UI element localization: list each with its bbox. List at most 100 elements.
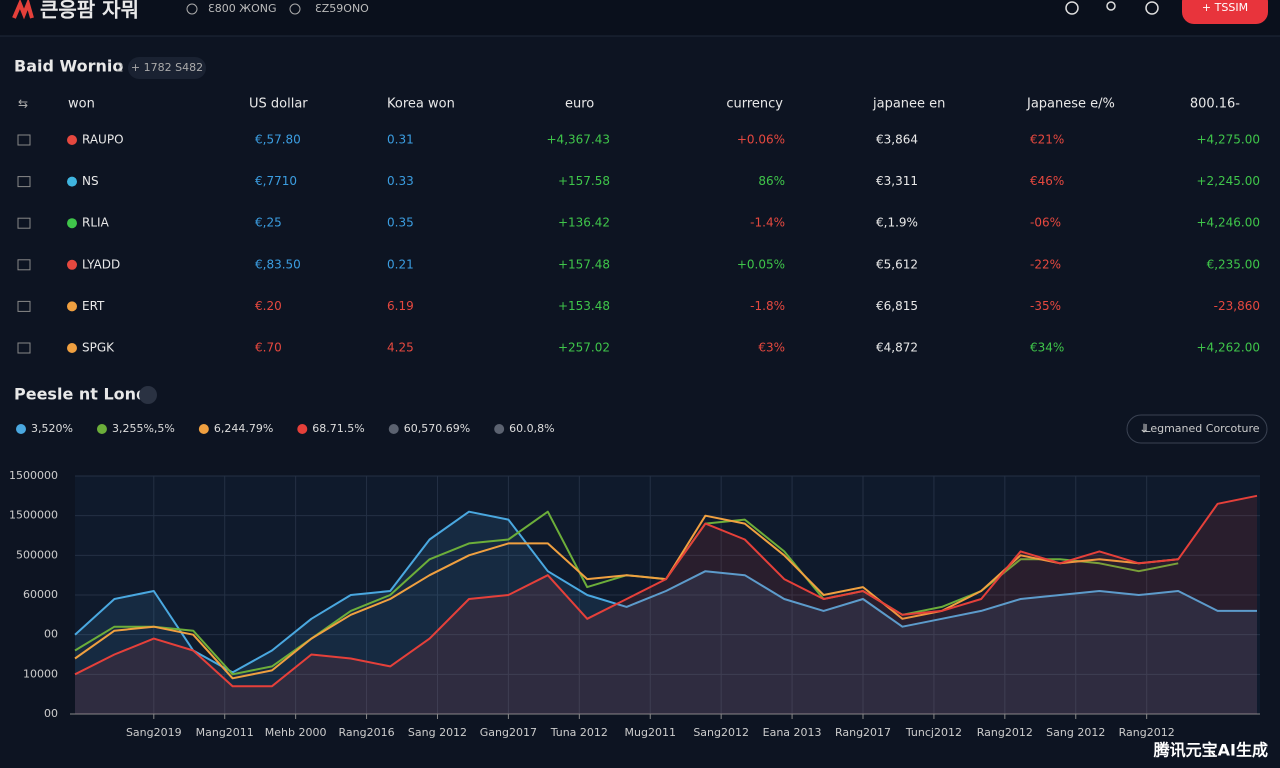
cell: €.70 [255, 341, 282, 355]
stat-icon [289, 3, 301, 15]
cell: +4,367.43 [547, 133, 611, 147]
cell: 6.19 [387, 299, 414, 313]
legend-swatch [494, 424, 505, 434]
header-stat: Ɛ800 ЖONG [208, 2, 277, 15]
x-tick-label: Eana 2013 [763, 726, 822, 739]
cell: +157.58 [558, 174, 610, 188]
cell: €6,815 [876, 299, 918, 313]
legend-swatch [96, 424, 107, 434]
cell: €,1.9% [876, 216, 918, 230]
status-dot [67, 218, 77, 229]
column-header: Japanese e/% [1026, 97, 1115, 112]
x-tick-label: Sang2019 [126, 726, 182, 739]
cell: +4,262.00 [1197, 341, 1261, 355]
cell: -23,860 [1214, 299, 1260, 313]
cell: €34% [1030, 341, 1064, 355]
x-tick-label: Mehb 2000 [265, 726, 327, 739]
legend-swatch [198, 424, 209, 434]
cell: 0.31 [387, 133, 414, 147]
status-dot [67, 176, 77, 187]
chart-button-label[interactable]: Legmaned Corcoture [1144, 422, 1259, 435]
cell: -1.4% [750, 216, 785, 230]
section-subtitle: + 1782 S482 [131, 61, 203, 74]
cell: €5,612 [876, 257, 918, 271]
column-header: euro [565, 97, 594, 112]
x-tick-label: Mang2011 [196, 726, 254, 739]
series-area [75, 495, 1257, 714]
logo-icon [12, 0, 34, 20]
cell: +4,246.00 [1197, 216, 1261, 230]
status-dot [67, 135, 77, 145]
cell: 86% [758, 174, 785, 188]
column-header: japanee en [872, 97, 945, 112]
y-tick-label: 00 [44, 707, 58, 720]
cell: €46% [1030, 174, 1064, 188]
x-tick-label: Sang 2012 [1046, 726, 1105, 739]
cell: -35% [1030, 299, 1061, 313]
settings-icon[interactable] [1065, 1, 1079, 15]
cell: 0.21 [387, 257, 414, 271]
action-button[interactable] [1182, 0, 1268, 24]
section-title: Peesle nt Londs [14, 385, 157, 404]
x-tick-label: Sang 2012 [408, 726, 467, 739]
row-name: LYADD [82, 257, 120, 271]
legend-label: 3,520% [31, 422, 73, 435]
series-line [74, 514, 1179, 680]
notification-icon[interactable] [1145, 1, 1159, 15]
y-tick-label: 60000 [23, 588, 58, 601]
subtitle-pill [128, 57, 206, 79]
x-tick-label: Gang2017 [480, 726, 537, 739]
info-icon [139, 386, 157, 404]
cell: €3,864 [876, 133, 918, 147]
row-name: NS [82, 174, 99, 188]
legend-label: 6,244.79% [214, 422, 273, 435]
watermark: 腾讯元宝AI生成 [1154, 741, 1268, 760]
cell: -22% [1030, 257, 1061, 271]
stat-icon [186, 3, 198, 15]
cell: €,83.50 [255, 257, 301, 271]
legend-swatch [16, 424, 26, 434]
cell: €,235.00 [1207, 257, 1260, 271]
row-icon [17, 342, 31, 354]
cell: €,25 [255, 216, 282, 230]
chart-button-icon[interactable]: ↓ [1139, 422, 1149, 436]
cell: €21% [1030, 133, 1064, 147]
legend-label: 68.71.5% [312, 422, 364, 435]
chart-button[interactable] [1126, 414, 1268, 444]
x-tick-label: Sang2012 [693, 726, 749, 739]
user-icon[interactable] [1106, 1, 1116, 11]
row-name: ERT [82, 299, 105, 313]
status-dot [67, 343, 77, 353]
cell: +4,275.00 [1197, 133, 1261, 147]
y-tick-label: 10000 [23, 667, 58, 680]
legend-swatch [388, 424, 399, 434]
x-tick-label: Rang2012 [977, 726, 1033, 739]
row-name: SPGK [82, 341, 115, 355]
row-icon [17, 176, 31, 188]
x-tick-label: Mug2011 [625, 726, 676, 739]
row-icon [17, 300, 31, 312]
cell: €3% [758, 341, 785, 355]
column-header: 800.16- [1190, 97, 1240, 112]
row-name: RLIA [82, 216, 110, 230]
series-line [74, 494, 1258, 688]
cell: 0.35 [387, 216, 414, 230]
cell: +0.05% [737, 257, 785, 271]
cell: +136.42 [558, 216, 610, 230]
cell: 0.33 [387, 174, 414, 188]
series-line [74, 510, 1257, 674]
action-button-label[interactable]: + TSSIM [1202, 1, 1248, 14]
cell: -1.8% [750, 299, 785, 313]
x-tick-label: Tuna 2012 [550, 726, 608, 739]
cell: €,7710 [255, 174, 297, 188]
row-icon [17, 259, 31, 271]
legend-swatch [297, 424, 308, 434]
header-icon: ⇆ [18, 97, 28, 111]
cell: -06% [1030, 216, 1061, 230]
header-stat: ƐZ59ONO [315, 2, 369, 15]
status-dot [67, 259, 77, 270]
cell: €3,311 [876, 174, 918, 188]
cell: +153.48 [558, 299, 610, 313]
